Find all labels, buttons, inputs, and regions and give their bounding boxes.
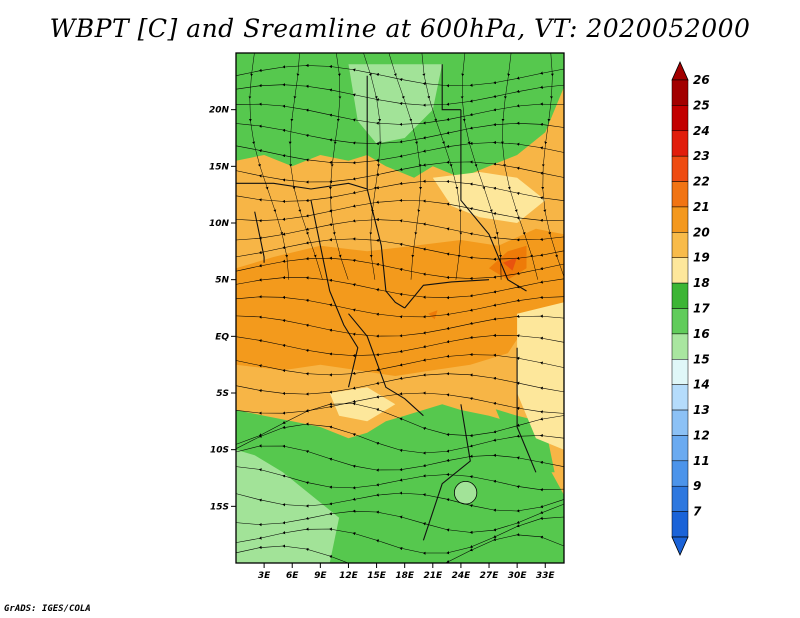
colorbar-swatch [671, 232, 689, 258]
colorbar-label: 14 [693, 378, 710, 392]
colorbar-swatch [671, 181, 689, 208]
lon-tick-label: 18E [395, 571, 415, 581]
streamline [236, 275, 564, 300]
lat-tick-label: 5S [216, 389, 229, 399]
colorbar-swatch [671, 130, 689, 157]
streamline [288, 53, 323, 280]
colorbar-bottom-arrow [671, 536, 689, 556]
streamline [236, 256, 564, 281]
colorbar-swatch [671, 435, 689, 462]
streamline [236, 333, 564, 358]
grads-credit: GrADS: IGES/COLA [4, 604, 91, 614]
streamline [236, 533, 564, 563]
colorbar-label: 7 [693, 505, 702, 519]
streamline [236, 466, 564, 492]
streamline [541, 53, 564, 278]
streamline [328, 53, 349, 280]
streamline [236, 352, 564, 377]
colorbar-swatch [671, 79, 689, 106]
colorbar-label: 18 [693, 276, 710, 290]
colorbar-label: 15 [693, 352, 710, 366]
lon-tick-label: 33E [536, 571, 556, 581]
colorbar-label: 17 [693, 302, 710, 316]
lat-tick-label: EQ [215, 332, 229, 342]
lon-tick-label: 21E [423, 571, 443, 581]
colorbar-swatch [671, 257, 689, 284]
colorbar-swatch [671, 155, 689, 182]
colorbar-label: 13 [693, 403, 710, 417]
colorbar-swatch [671, 282, 689, 309]
map-title: WBPT [C] and Sreamline at 600hPa, VT: 20… [49, 14, 751, 43]
colorbar-label: 23 [693, 149, 710, 163]
lat-tick-label: 20N [209, 106, 230, 116]
lon-tick-label: 27E [480, 571, 500, 581]
streamline [500, 53, 539, 280]
colorbar-label: 21 [693, 200, 710, 214]
colorbar-swatch [671, 384, 689, 411]
streamline [248, 53, 290, 280]
lon-tick-label: 30E [508, 571, 528, 581]
streamline [421, 53, 463, 280]
colorbar-swatch [671, 359, 689, 385]
streamline [388, 53, 423, 280]
streamline [460, 53, 503, 280]
colorbar-label: 24 [693, 124, 710, 138]
lon-tick-label: 15E [367, 571, 387, 581]
colorbar-swatch [671, 409, 689, 436]
colorbar-swatch [671, 511, 689, 538]
colorbar-label: 12 [693, 428, 710, 442]
colorbar-label: 11 [693, 454, 710, 468]
lon-tick-label: 3E [258, 571, 271, 581]
lat-tick-label: 10N [209, 219, 230, 229]
colorbar-label: 25 [693, 98, 710, 112]
eddy-marker [453, 480, 478, 505]
colorbar: 26 25 24 23 22 21 20 19 18 17 16 15 14 13 12 11 9 7 [671, 61, 710, 556]
lat-tick-label: 15N [209, 162, 230, 172]
longitude-axis: 3E 6E 9E 12E 15E 18E 21E 24E 27E 30E 33E [258, 563, 556, 581]
colorbar-label: 16 [693, 327, 710, 341]
colorbar-swatch [671, 333, 689, 360]
lat-tick-label: 15S [210, 502, 229, 512]
lat-tick-label: 10S [210, 446, 229, 456]
colorbar-label: 20 [693, 225, 710, 239]
colorbar-swatch [671, 485, 689, 512]
colorbar-swatch [671, 105, 689, 132]
map-panel: 3E 6E 9E 12E 15E 18E 21E 24E 27E 30E 33E 20N 15N 10N… [209, 52, 565, 581]
colorbar-swatch [671, 206, 689, 233]
lon-tick-label: 24E [452, 571, 472, 581]
colorbar-label: 9 [693, 479, 701, 493]
streamline [363, 53, 382, 280]
lon-tick-label: 6E [286, 571, 299, 581]
lon-tick-label: 12E [339, 571, 359, 581]
colorbar-top-arrow [671, 61, 689, 81]
colorbar-swatch [671, 460, 689, 487]
colorbar-swatch [671, 308, 689, 335]
colorbar-label: 22 [693, 175, 710, 189]
colorbar-label: 26 [693, 73, 710, 87]
streamlines [236, 53, 564, 563]
lon-tick-label: 9E [314, 571, 327, 581]
latitude-axis: 20N 15N 10N 5N EQ 5S 10S 15S [209, 106, 236, 512]
wbpt-shaded-regions [236, 53, 564, 563]
lat-tick-label: 5N [215, 276, 229, 286]
colorbar-label: 19 [693, 251, 710, 265]
map-frame [235, 52, 565, 564]
